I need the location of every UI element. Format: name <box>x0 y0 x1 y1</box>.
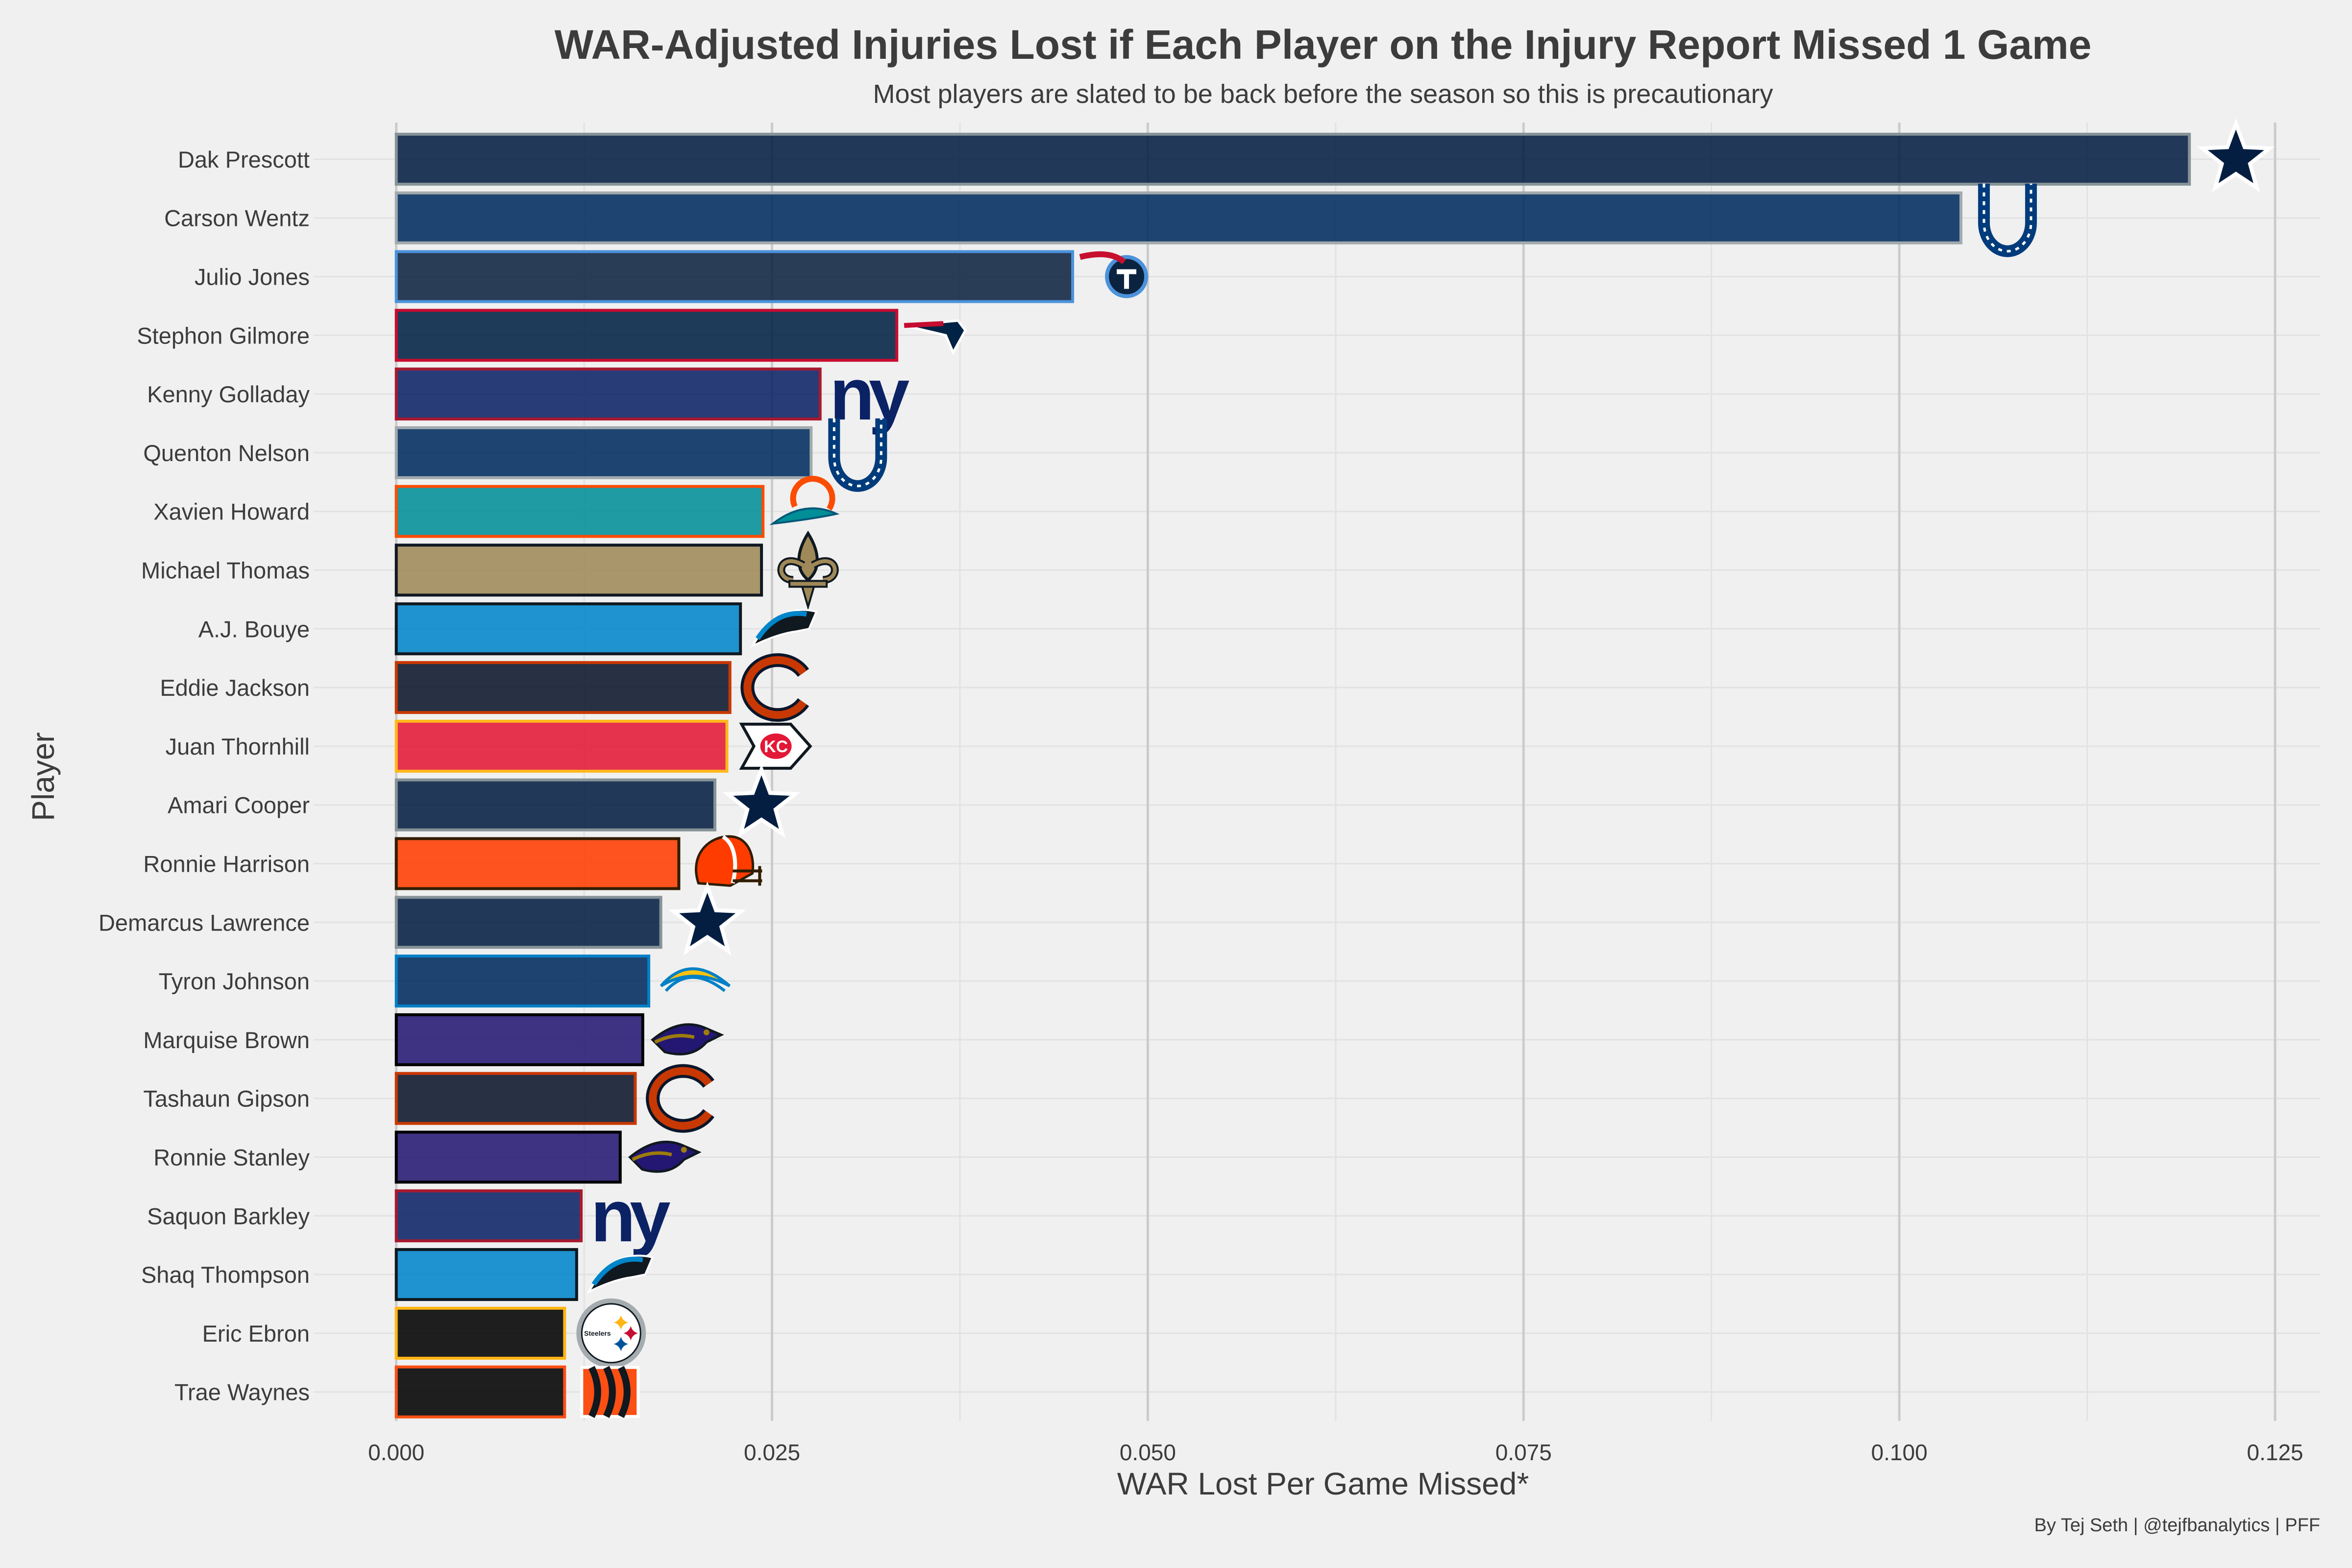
player-label: Ronnie Harrison <box>143 851 310 877</box>
car-logo-icon <box>750 609 818 648</box>
player-label: Dak Prescott <box>178 147 310 172</box>
player-label: Eddie Jackson <box>160 675 310 701</box>
bar <box>394 1248 578 1301</box>
player-label: Tashaun Gipson <box>143 1086 310 1112</box>
chi-logo-icon <box>646 1064 714 1133</box>
kc-logo-icon: KC <box>739 722 812 770</box>
svg-text:KC: KC <box>764 737 788 756</box>
x-tick-label: 0.000 <box>368 1440 424 1465</box>
player-label: Kenny Golladay <box>147 381 310 407</box>
bar <box>394 309 899 362</box>
player-label: Saquon Barkley <box>147 1203 310 1229</box>
bar <box>394 1189 583 1243</box>
chart-subtitle: Most players are slated to be back befor… <box>873 79 1773 109</box>
bar <box>394 485 765 538</box>
player-label: Michael Thomas <box>141 558 310 584</box>
svg-text:Steelers: Steelers <box>584 1329 611 1337</box>
player-label: Shaq Thompson <box>141 1262 310 1288</box>
dal-logo-icon <box>2197 118 2275 193</box>
player-label: Trae Waynes <box>174 1379 310 1405</box>
x-tick-labels: 0.000 0.025 0.050 0.075 0.100 0.125 <box>368 1440 2303 1465</box>
bar <box>394 896 662 949</box>
bar <box>394 250 1075 303</box>
car-logo-icon <box>586 1254 654 1294</box>
ind-logo-icon <box>1978 183 2037 257</box>
player-label: Julio Jones <box>195 264 310 290</box>
chart-title: WAR-Adjusted Injuries Lost if Each Playe… <box>555 22 2092 68</box>
bar <box>394 1013 644 1066</box>
x-tick-label: 0.025 <box>744 1440 800 1465</box>
bar <box>394 1072 637 1125</box>
pit-logo-icon: Steelers <box>576 1298 646 1368</box>
mia-logo-icon <box>769 476 840 525</box>
nyg-logo-icon: ny <box>590 1175 676 1257</box>
player-label: Eric Ebron <box>202 1321 310 1347</box>
player-label: Xavien Howard <box>153 499 310 525</box>
bar <box>394 191 1962 245</box>
bar <box>394 1365 566 1419</box>
player-label: Amari Cooper <box>168 792 310 818</box>
bars-group <box>394 132 2191 1419</box>
player-label: Marquise Brown <box>143 1027 310 1053</box>
bar <box>394 602 742 656</box>
player-label: Stephon Gilmore <box>137 322 310 348</box>
bar <box>394 778 716 832</box>
bar <box>394 426 813 479</box>
ind-logo-icon <box>828 418 887 492</box>
bar <box>394 543 763 597</box>
chi-logo-icon <box>740 653 809 722</box>
bal-logo-icon <box>628 1140 702 1173</box>
cin-logo-icon <box>580 1366 640 1418</box>
team-logos: ny KC ny Steelers <box>576 118 2275 1418</box>
player-label: Juan Thornhill <box>166 734 310 760</box>
no-logo-icon <box>777 530 839 611</box>
lac-logo-icon <box>660 967 731 992</box>
bar <box>394 132 2191 186</box>
x-axis-label: WAR Lost Per Game Missed* <box>1117 1466 1529 1501</box>
svg-text:ny: ny <box>590 1175 670 1257</box>
bar <box>394 661 732 714</box>
chart-caption: By Tej Seth | @tejfbanalytics | PFF <box>2034 1515 2320 1536</box>
y-axis-label: Player <box>25 732 61 821</box>
bar <box>394 719 729 773</box>
svg-text:ny: ny <box>830 353 909 435</box>
x-tick-label: 0.125 <box>2247 1440 2303 1465</box>
x-tick-label: 0.075 <box>1495 1440 1552 1465</box>
bar <box>394 837 681 890</box>
player-label: Quenton Nelson <box>143 440 310 466</box>
category-labels: Dak Prescott Carson Wentz Julio Jones Steph… <box>98 147 310 1405</box>
bar <box>394 368 822 421</box>
bar <box>394 1130 622 1184</box>
x-tick-label: 0.100 <box>1871 1440 1928 1465</box>
player-label: Tyron Johnson <box>159 968 310 994</box>
nyg-logo-icon: ny <box>830 353 915 435</box>
dal-logo-icon <box>668 881 746 956</box>
player-label: Carson Wentz <box>164 205 310 231</box>
ten-logo-icon <box>1079 251 1149 298</box>
dal-logo-icon <box>722 764 801 838</box>
ne-logo-icon <box>904 319 967 355</box>
x-tick-label: 0.050 <box>1120 1440 1176 1465</box>
player-label: A.J. Bouye <box>198 616 310 642</box>
cle-logo-icon <box>695 835 762 887</box>
player-label: Ronnie Stanley <box>153 1145 310 1171</box>
player-label: Demarcus Lawrence <box>98 909 310 935</box>
bal-logo-icon <box>651 1023 724 1055</box>
bar <box>394 1306 566 1360</box>
bar <box>394 955 651 1008</box>
